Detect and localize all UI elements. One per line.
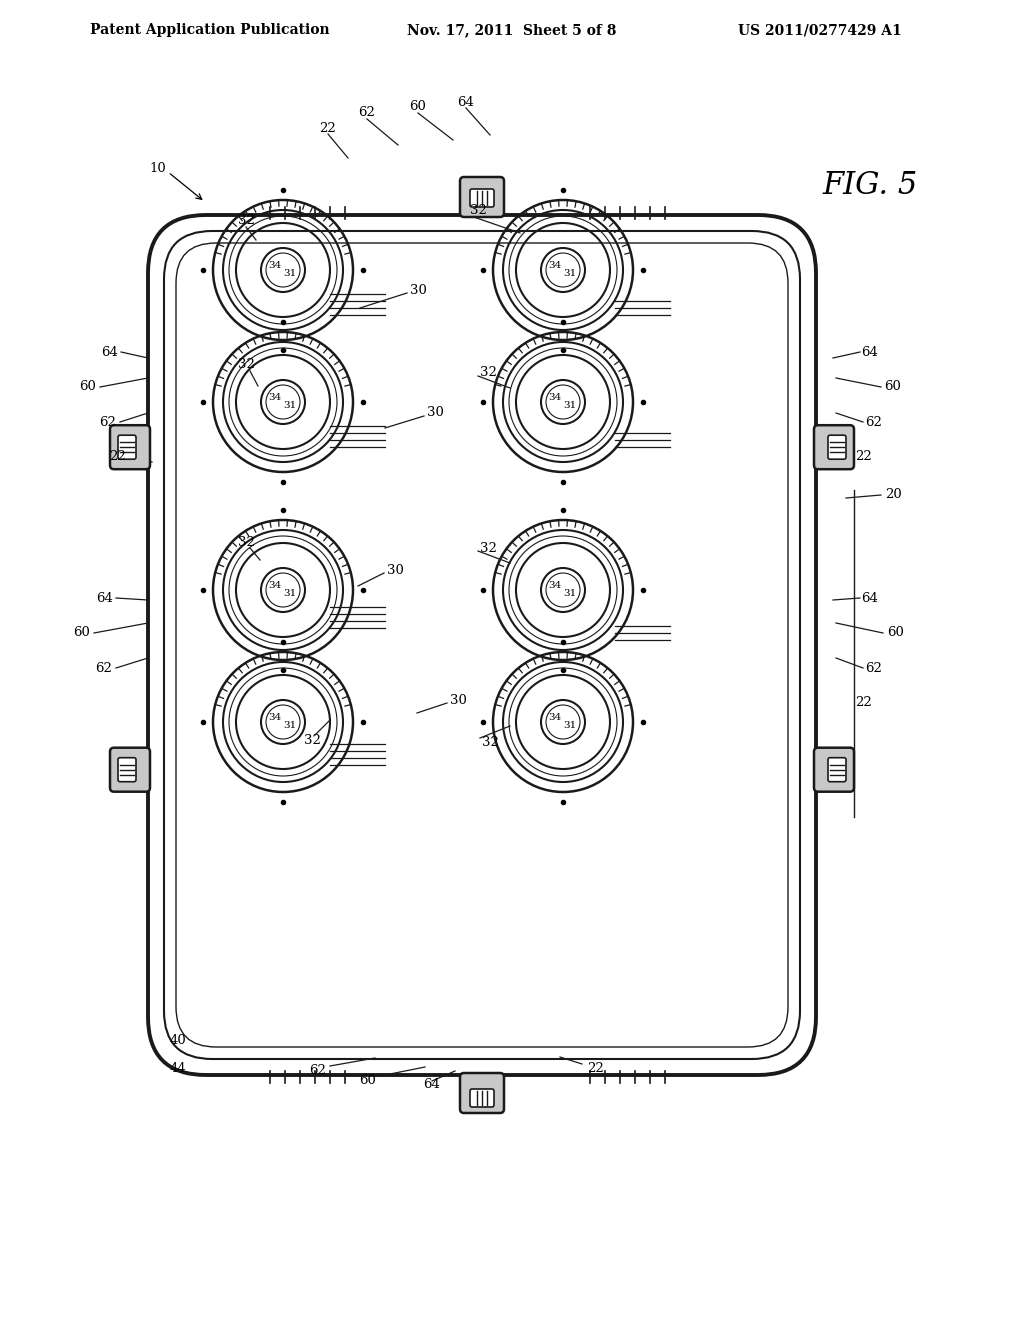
Text: 20: 20	[885, 488, 901, 502]
Text: 31: 31	[284, 721, 297, 730]
Text: 64: 64	[861, 591, 879, 605]
Text: 31: 31	[563, 400, 577, 409]
Text: 34: 34	[549, 392, 561, 401]
Text: 31: 31	[563, 268, 577, 277]
Text: 30: 30	[410, 284, 426, 297]
Text: 60: 60	[80, 380, 96, 393]
Text: Patent Application Publication: Patent Application Publication	[90, 22, 330, 37]
FancyBboxPatch shape	[470, 189, 494, 207]
Text: 32: 32	[238, 536, 254, 549]
Text: 32: 32	[238, 359, 254, 371]
Text: 30: 30	[450, 693, 467, 706]
Text: 64: 64	[861, 346, 879, 359]
Text: FIG. 5: FIG. 5	[822, 169, 918, 201]
Text: 22: 22	[855, 697, 871, 710]
Text: 34: 34	[268, 260, 282, 269]
Text: 22: 22	[319, 121, 336, 135]
Text: 34: 34	[549, 581, 561, 590]
FancyBboxPatch shape	[164, 231, 800, 1059]
FancyBboxPatch shape	[118, 436, 136, 459]
Text: 62: 62	[95, 661, 113, 675]
Text: 62: 62	[99, 416, 117, 429]
Text: 34: 34	[268, 392, 282, 401]
FancyBboxPatch shape	[460, 1073, 504, 1113]
Text: 31: 31	[284, 400, 297, 409]
Text: 40: 40	[170, 1034, 186, 1047]
Text: 31: 31	[563, 589, 577, 598]
Text: Nov. 17, 2011  Sheet 5 of 8: Nov. 17, 2011 Sheet 5 of 8	[408, 22, 616, 37]
Text: 44: 44	[170, 1061, 186, 1074]
Text: 62: 62	[865, 661, 883, 675]
Text: 31: 31	[284, 589, 297, 598]
Text: 22: 22	[855, 450, 871, 463]
Text: 60: 60	[359, 1073, 377, 1086]
Text: 60: 60	[885, 380, 901, 393]
Text: 64: 64	[458, 95, 474, 108]
FancyBboxPatch shape	[110, 425, 150, 469]
Text: 62: 62	[309, 1064, 327, 1077]
Text: 32: 32	[479, 541, 497, 554]
Text: 30: 30	[387, 564, 403, 577]
Text: 32: 32	[238, 214, 254, 227]
Text: 34: 34	[549, 713, 561, 722]
Text: 62: 62	[358, 107, 376, 120]
FancyBboxPatch shape	[470, 1089, 494, 1107]
Text: 34: 34	[549, 260, 561, 269]
FancyBboxPatch shape	[814, 425, 854, 469]
Text: 60: 60	[410, 100, 426, 114]
Text: 32: 32	[481, 737, 499, 750]
Text: 31: 31	[284, 268, 297, 277]
Text: 31: 31	[563, 721, 577, 730]
Text: 62: 62	[865, 416, 883, 429]
Text: 32: 32	[470, 203, 486, 216]
Text: 10: 10	[150, 161, 166, 174]
Text: US 2011/0277429 A1: US 2011/0277429 A1	[738, 22, 902, 37]
Text: 22: 22	[588, 1061, 604, 1074]
Text: 34: 34	[268, 713, 282, 722]
Text: 64: 64	[101, 346, 119, 359]
Text: 60: 60	[888, 627, 904, 639]
FancyBboxPatch shape	[460, 177, 504, 216]
Text: 22: 22	[110, 450, 126, 463]
Text: 32: 32	[479, 367, 497, 380]
FancyBboxPatch shape	[828, 436, 846, 459]
FancyBboxPatch shape	[828, 758, 846, 781]
Text: 64: 64	[424, 1078, 440, 1092]
Text: 64: 64	[96, 591, 114, 605]
FancyBboxPatch shape	[814, 747, 854, 792]
FancyBboxPatch shape	[148, 215, 816, 1074]
FancyBboxPatch shape	[176, 243, 788, 1047]
Text: 30: 30	[427, 407, 443, 420]
FancyBboxPatch shape	[110, 747, 150, 792]
FancyBboxPatch shape	[118, 758, 136, 781]
Text: 32: 32	[303, 734, 321, 747]
Text: 34: 34	[268, 581, 282, 590]
Text: 60: 60	[74, 627, 90, 639]
